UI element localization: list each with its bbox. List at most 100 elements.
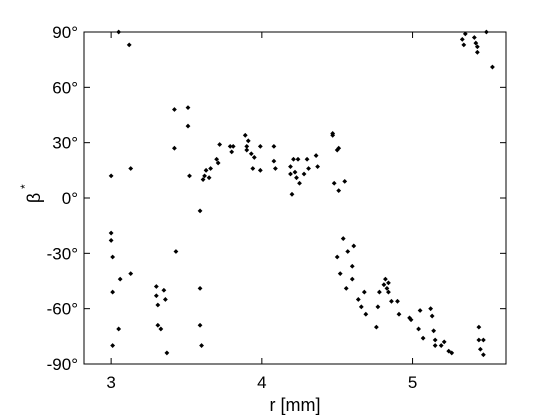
data-point (128, 271, 134, 277)
data-point (330, 132, 336, 138)
data-point (342, 179, 348, 184)
data-point (349, 263, 355, 269)
data-point (289, 191, 295, 197)
data-point (420, 335, 426, 341)
data-point (153, 293, 159, 299)
data-point (108, 238, 114, 243)
data-point (431, 328, 437, 334)
data-point (108, 173, 114, 179)
data-point (471, 35, 477, 40)
data-point (273, 166, 278, 171)
data-point (358, 304, 364, 310)
data-point (248, 151, 254, 157)
data-point (128, 166, 134, 171)
data-point (480, 352, 486, 358)
data-point (375, 304, 381, 310)
data-point (449, 350, 455, 356)
data-point (172, 145, 177, 151)
data-point (173, 249, 179, 254)
y-tick-label: -90° (47, 355, 78, 374)
data-point (416, 326, 421, 332)
data-point (349, 276, 355, 282)
data-point (474, 44, 480, 50)
x-tick-labels: 3 4 5 (106, 373, 417, 392)
data-point (384, 285, 390, 291)
data-point (446, 348, 452, 354)
y-tick-label: 30° (52, 134, 78, 153)
data-point (208, 166, 213, 171)
data-point (117, 276, 123, 282)
data-point (336, 188, 342, 194)
data-point (355, 297, 361, 302)
data-point (428, 306, 434, 312)
data-point (215, 160, 221, 166)
data-point (361, 289, 367, 295)
data-point (185, 105, 191, 111)
data-points (108, 29, 495, 358)
data-point (389, 298, 394, 304)
data-point (345, 249, 351, 254)
data-point (199, 343, 204, 348)
data-point (441, 339, 447, 345)
data-point (200, 177, 206, 182)
y-axis-label-group: β * (18, 184, 44, 203)
data-point (126, 42, 132, 48)
data-point (473, 40, 479, 46)
x-tick-label: 4 (257, 373, 266, 392)
data-point (295, 156, 301, 162)
data-point (187, 173, 192, 179)
data-point (351, 243, 357, 249)
data-point (386, 289, 391, 295)
data-point (301, 171, 307, 177)
data-point (432, 343, 438, 348)
data-point (476, 337, 482, 343)
data-point (203, 167, 209, 173)
data-point (377, 289, 382, 295)
data-point (459, 36, 465, 42)
data-point (363, 311, 369, 317)
data-point (244, 143, 250, 149)
x-axis-label: r [mm] (270, 395, 321, 415)
data-point (257, 167, 263, 173)
data-point (395, 298, 400, 304)
y-axis-label: β (24, 193, 44, 203)
data-point (250, 166, 256, 171)
data-point (214, 156, 220, 162)
data-point (480, 337, 486, 343)
data-point (108, 230, 114, 236)
data-point (162, 297, 168, 302)
y-tick-label: 0° (62, 189, 78, 208)
data-point (110, 289, 116, 295)
data-point (197, 208, 203, 214)
data-point (288, 164, 293, 170)
data-point (288, 171, 293, 177)
data-point (337, 271, 343, 277)
y-tick-labels: -90° -60° -30° 0° 30° 60° 90° (47, 23, 78, 374)
data-point (271, 158, 277, 164)
data-point (230, 143, 236, 149)
data-point (217, 142, 223, 147)
data-point (202, 173, 207, 179)
data-point (336, 145, 342, 151)
data-point (462, 31, 468, 37)
data-point (257, 143, 263, 149)
y-tick-label: 60° (52, 78, 78, 97)
data-point (408, 317, 414, 323)
data-point (343, 285, 349, 291)
data-point (185, 123, 191, 129)
data-point (197, 285, 203, 291)
data-point (429, 313, 435, 319)
data-point (461, 42, 467, 48)
data-point (417, 308, 423, 313)
data-point (153, 284, 159, 289)
data-point (373, 324, 379, 330)
data-point (291, 156, 296, 162)
x-tick-label: 5 (408, 373, 417, 392)
data-point (292, 169, 298, 175)
data-point (313, 153, 319, 158)
data-point (116, 326, 122, 332)
data-point (227, 143, 233, 149)
data-point (206, 175, 212, 181)
data-point (438, 343, 444, 348)
